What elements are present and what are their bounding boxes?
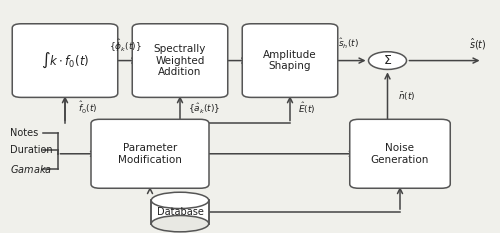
Ellipse shape (151, 216, 209, 232)
Text: $\it{Gamaka}$: $\it{Gamaka}$ (10, 163, 52, 175)
FancyBboxPatch shape (350, 119, 450, 188)
Text: $\hat{E}(t)$: $\hat{E}(t)$ (298, 100, 315, 116)
FancyBboxPatch shape (242, 24, 338, 97)
Circle shape (368, 52, 406, 69)
FancyBboxPatch shape (91, 119, 209, 188)
FancyBboxPatch shape (132, 24, 228, 97)
Text: $\int k \cdot f_0(t)$: $\int k \cdot f_0(t)$ (41, 51, 89, 70)
Text: Amplitude
Shaping: Amplitude Shaping (263, 50, 317, 71)
Text: $\hat{s}_h(t)$: $\hat{s}_h(t)$ (338, 37, 359, 51)
Text: Notes: Notes (10, 128, 38, 138)
Text: $\bar{n}(t)$: $\bar{n}(t)$ (398, 90, 415, 103)
Text: Database: Database (156, 207, 204, 217)
Text: Noise
Generation: Noise Generation (371, 143, 429, 164)
Text: $\{\hat{\phi}_k(t)\}$: $\{\hat{\phi}_k(t)\}$ (108, 37, 142, 54)
Text: Parameter
Modification: Parameter Modification (118, 143, 182, 164)
Text: Spectrally
Weighted
Addition: Spectrally Weighted Addition (154, 44, 206, 77)
Text: $\Sigma$: $\Sigma$ (383, 54, 392, 67)
Text: $\{\hat{a}_k(t)\}$: $\{\hat{a}_k(t)\}$ (188, 101, 220, 116)
Text: Duration: Duration (10, 145, 52, 155)
Text: $\hat{f}_0(t)$: $\hat{f}_0(t)$ (78, 100, 97, 116)
FancyBboxPatch shape (12, 24, 118, 97)
Bar (151, 200, 209, 224)
Ellipse shape (151, 192, 209, 209)
Text: $\hat{s}(t)$: $\hat{s}(t)$ (468, 37, 486, 52)
